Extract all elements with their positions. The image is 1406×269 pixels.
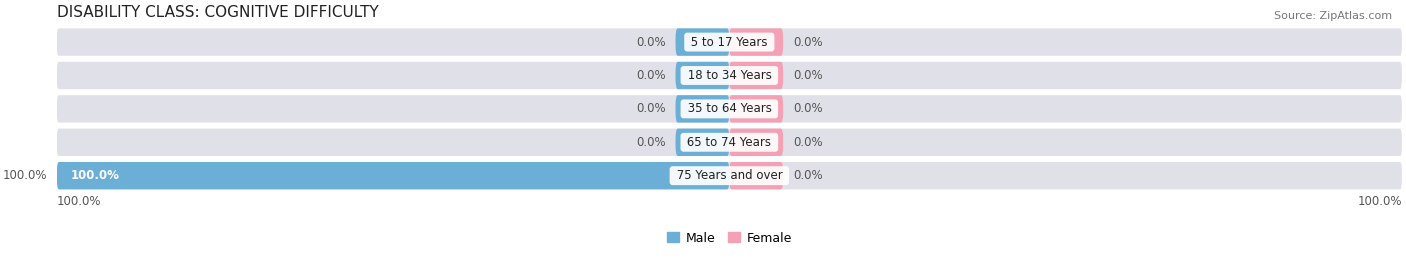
Text: 0.0%: 0.0% <box>636 102 665 115</box>
FancyBboxPatch shape <box>56 162 730 189</box>
FancyBboxPatch shape <box>675 95 730 123</box>
Text: 0.0%: 0.0% <box>636 36 665 49</box>
FancyBboxPatch shape <box>675 129 730 156</box>
Text: 0.0%: 0.0% <box>793 169 823 182</box>
Text: 0.0%: 0.0% <box>636 136 665 149</box>
FancyBboxPatch shape <box>730 95 783 123</box>
FancyBboxPatch shape <box>675 62 730 89</box>
Text: 0.0%: 0.0% <box>793 102 823 115</box>
FancyBboxPatch shape <box>56 95 1402 123</box>
Text: 0.0%: 0.0% <box>793 136 823 149</box>
FancyBboxPatch shape <box>56 162 1402 189</box>
Text: 100.0%: 100.0% <box>70 169 120 182</box>
Text: Source: ZipAtlas.com: Source: ZipAtlas.com <box>1274 11 1392 21</box>
Text: 0.0%: 0.0% <box>636 69 665 82</box>
Text: 75 Years and over: 75 Years and over <box>672 169 786 182</box>
Text: 100.0%: 100.0% <box>1357 195 1402 208</box>
Text: 35 to 64 Years: 35 to 64 Years <box>683 102 775 115</box>
FancyBboxPatch shape <box>730 29 783 56</box>
Text: 0.0%: 0.0% <box>793 36 823 49</box>
Text: 5 to 17 Years: 5 to 17 Years <box>688 36 772 49</box>
Text: DISABILITY CLASS: COGNITIVE DIFFICULTY: DISABILITY CLASS: COGNITIVE DIFFICULTY <box>56 5 378 20</box>
FancyBboxPatch shape <box>56 62 1402 89</box>
Text: 100.0%: 100.0% <box>56 195 101 208</box>
FancyBboxPatch shape <box>56 29 1402 56</box>
FancyBboxPatch shape <box>56 129 1402 156</box>
FancyBboxPatch shape <box>730 62 783 89</box>
Text: 18 to 34 Years: 18 to 34 Years <box>683 69 775 82</box>
Text: 65 to 74 Years: 65 to 74 Years <box>683 136 775 149</box>
Legend: Male, Female: Male, Female <box>662 226 797 250</box>
FancyBboxPatch shape <box>730 162 783 189</box>
Text: 0.0%: 0.0% <box>793 69 823 82</box>
FancyBboxPatch shape <box>675 29 730 56</box>
Text: 100.0%: 100.0% <box>3 169 46 182</box>
FancyBboxPatch shape <box>730 129 783 156</box>
